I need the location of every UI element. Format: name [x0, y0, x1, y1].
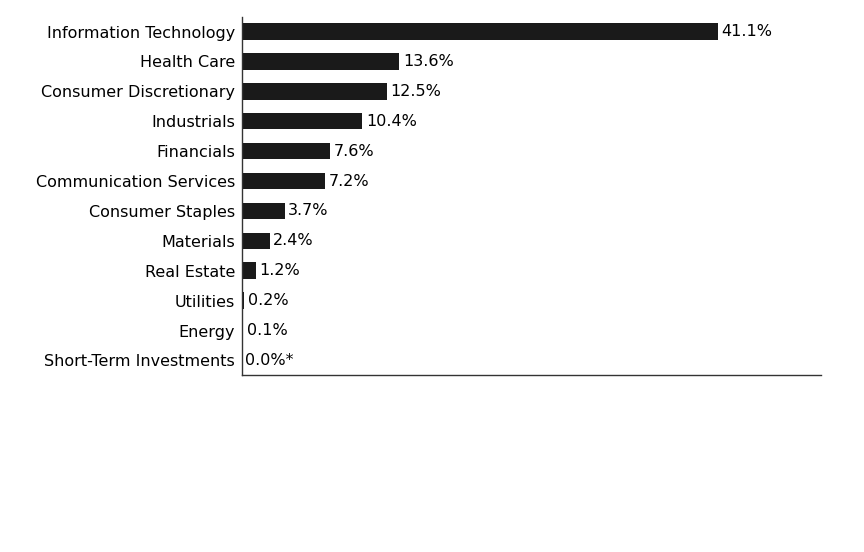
Text: 41.1%: 41.1%	[721, 24, 772, 39]
Text: 3.7%: 3.7%	[289, 203, 328, 219]
Text: 1.2%: 1.2%	[259, 263, 300, 278]
Bar	[242, 263, 256, 279]
Bar	[242, 23, 718, 40]
Bar	[242, 293, 245, 309]
Bar	[242, 232, 270, 249]
Text: 2.4%: 2.4%	[273, 233, 314, 248]
Text: 13.6%: 13.6%	[403, 54, 454, 69]
Text: 0.0%*: 0.0%*	[245, 353, 294, 368]
Text: 0.1%: 0.1%	[246, 323, 288, 338]
Bar	[242, 203, 285, 219]
Text: 12.5%: 12.5%	[391, 84, 441, 99]
Text: 7.2%: 7.2%	[328, 173, 370, 189]
Bar	[242, 173, 325, 189]
Bar	[242, 322, 243, 339]
Bar	[242, 143, 330, 160]
Bar	[242, 53, 399, 70]
Text: 0.2%: 0.2%	[248, 293, 289, 308]
Bar	[242, 83, 386, 99]
Text: 10.4%: 10.4%	[365, 114, 416, 129]
Text: 7.6%: 7.6%	[334, 144, 374, 158]
Bar	[242, 113, 362, 129]
